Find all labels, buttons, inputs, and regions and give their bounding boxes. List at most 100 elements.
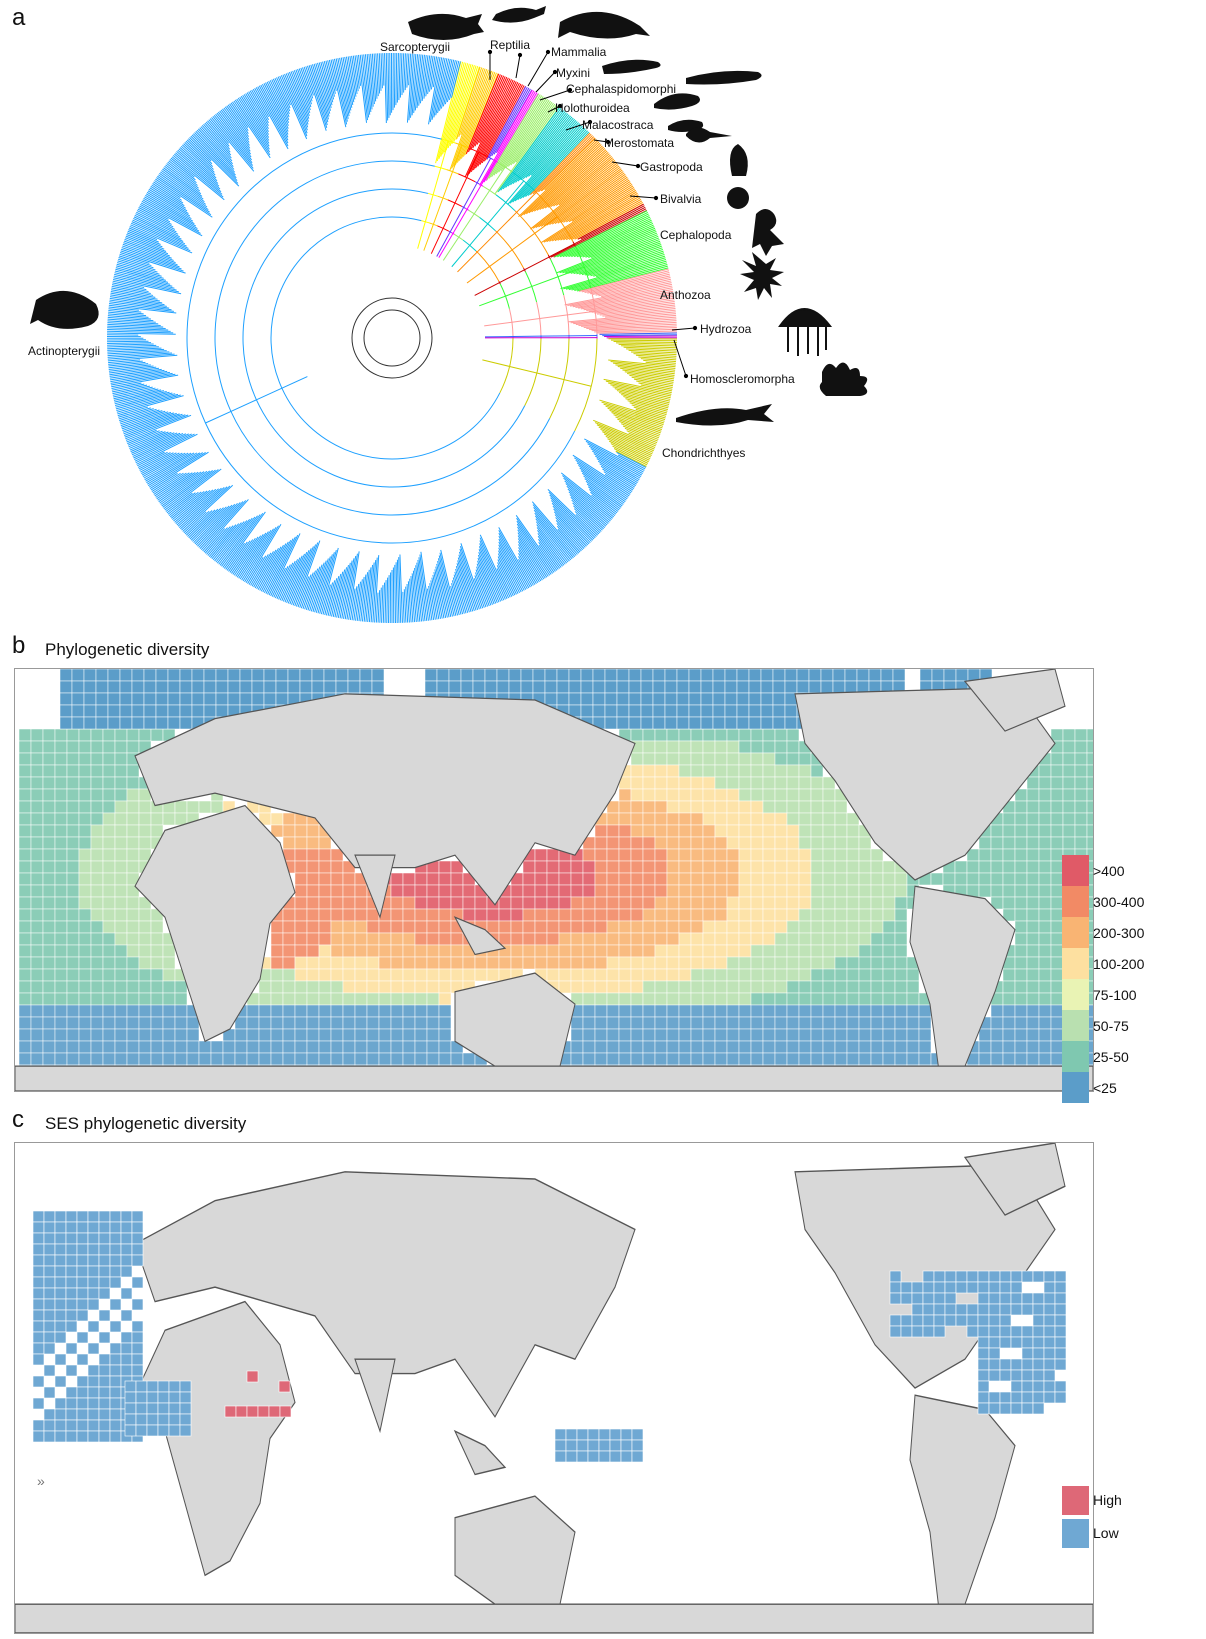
pd-legend-item: >400 <box>1062 855 1144 886</box>
ses-grid-cell <box>43 1320 56 1333</box>
ses-grid-cell <box>631 1428 644 1441</box>
pd-grid-cell <box>772 680 786 694</box>
tree-tip-branch <box>140 202 203 237</box>
pd-grid-cell <box>858 1016 872 1030</box>
tree-tip-branch <box>185 140 214 168</box>
pd-grid-cell <box>1062 740 1076 754</box>
pd-grid-cell <box>762 1004 776 1018</box>
pd-grid-cell <box>882 1052 896 1066</box>
tree-internal-branch <box>440 140 449 168</box>
tree-tip-branch <box>307 564 323 611</box>
tree-tip-branch <box>147 452 201 485</box>
pd-grid-cell <box>1074 836 1088 850</box>
pd-grid-cell <box>90 920 104 934</box>
pd-grid-cell <box>1026 896 1040 910</box>
tree-tip-branch <box>235 534 264 577</box>
ses-grid-cell <box>944 1314 957 1327</box>
pd-grid-cell <box>522 884 536 898</box>
pd-grid-cell <box>786 920 800 934</box>
clade-arrow <box>611 161 639 167</box>
pd-grid-cell <box>215 692 229 706</box>
tree-tip-branch <box>602 468 635 490</box>
pd-grid-cell <box>102 812 116 826</box>
tree-tip-branch <box>420 551 431 621</box>
tree-tip-branch <box>207 120 230 147</box>
pd-grid-cell <box>30 752 44 766</box>
pd-grid-cell <box>71 680 85 694</box>
tree-tip-branch <box>432 56 439 88</box>
pd-grid-cell <box>1002 980 1016 994</box>
pd-grid-cell <box>126 1040 140 1054</box>
tree-tip-branch <box>134 433 190 461</box>
ses-grid-cell <box>54 1243 67 1256</box>
continent-shape <box>15 1065 1093 1091</box>
tree-tip-branch <box>382 53 385 86</box>
ses-grid-cell <box>1021 1369 1034 1382</box>
tree-tip-branch <box>518 544 542 582</box>
tree-internal-branch <box>549 243 575 258</box>
pd-grid-cell <box>438 872 452 886</box>
tree-tip-branch <box>293 70 311 114</box>
pd-grid-cell <box>810 1040 824 1054</box>
tree-tip-branch <box>260 84 289 138</box>
pd-grid-cell <box>414 896 428 910</box>
pd-grid-cell <box>354 956 368 970</box>
pd-grid-cell <box>162 1016 176 1030</box>
tree-tip-branch <box>370 53 375 105</box>
pd-grid-cell <box>306 1052 320 1066</box>
pd-grid-cell <box>726 1028 740 1042</box>
tree-tip-branch <box>267 536 296 595</box>
ses-grid-cell <box>120 1210 133 1223</box>
pd-grid-cell <box>678 1016 692 1030</box>
pd-grid-cell <box>138 1016 152 1030</box>
ses-grid-cell <box>999 1391 1012 1404</box>
pd-grid-cell <box>102 740 116 754</box>
pd-grid-cell <box>714 932 728 946</box>
ses-grid-cell <box>900 1314 913 1327</box>
pd-grid-cell <box>1086 812 1093 826</box>
pd-grid-cell <box>42 980 56 994</box>
tree-tip-branch <box>351 55 358 95</box>
tree-tip-branch <box>175 488 217 525</box>
tree-tip-branch <box>352 55 359 92</box>
tree-tip-branch <box>476 566 492 606</box>
tree-internal-branch <box>505 180 525 203</box>
pd-grid-cell <box>402 872 416 886</box>
pd-grid-cell <box>282 920 296 934</box>
pd-grid-cell <box>42 968 56 982</box>
pd-grid-cell <box>750 956 764 970</box>
tree-tip-branch <box>252 88 270 118</box>
tree-tip-branch <box>150 472 178 491</box>
pd-grid-cell <box>786 824 800 838</box>
tree-tip-branch <box>546 186 635 243</box>
pd-grid-cell <box>666 860 680 874</box>
pd-grid-cell <box>690 764 704 778</box>
tree-tip-branch <box>302 570 316 609</box>
pd-grid-cell <box>738 776 752 790</box>
tree-tip-branch <box>107 313 149 318</box>
tree-tip-branch <box>565 237 660 274</box>
pd-grid-cell <box>990 1004 1004 1018</box>
tree-tip-branch <box>177 487 222 527</box>
tree-tip-branch <box>578 318 677 326</box>
pd-grid-cell <box>378 1052 392 1066</box>
tree-tip-branch <box>512 113 569 184</box>
tree-tip-branch <box>113 277 179 293</box>
pd-grid-cell <box>642 872 656 886</box>
pd-grid-cell <box>810 824 824 838</box>
tree-tip-branch <box>503 99 550 170</box>
pd-grid-cell <box>426 980 440 994</box>
pd-grid-cell <box>294 908 308 922</box>
pd-grid-cell <box>784 680 798 694</box>
ses-grid-cell <box>1010 1369 1023 1382</box>
tree-tip-branch <box>130 432 175 453</box>
ses-grid-cell <box>120 1221 133 1234</box>
tree-tip-branch <box>380 53 383 89</box>
pd-grid-cell <box>1074 800 1088 814</box>
pd-grid-cell <box>1086 728 1093 742</box>
pd-grid-cell <box>702 920 716 934</box>
pd-grid-cell <box>762 800 776 814</box>
pd-grid-cell <box>630 932 644 946</box>
pd-grid-cell <box>762 1016 776 1030</box>
pd-grid-cell <box>690 896 704 910</box>
